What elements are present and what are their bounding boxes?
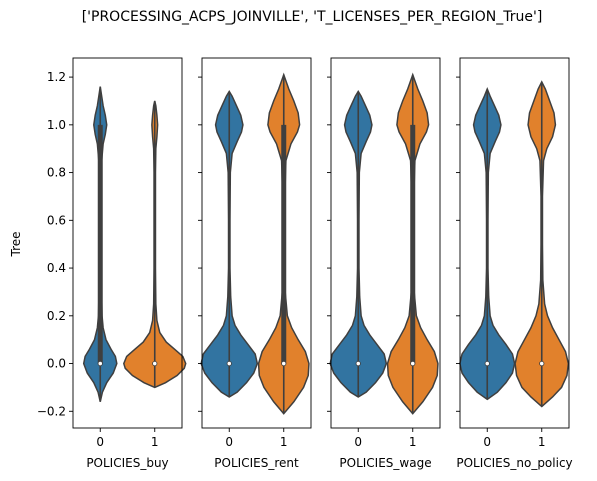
x-tick-label: 0 — [225, 435, 233, 449]
x-axis-label: POLICIES_wage — [339, 456, 431, 470]
median-point-POLICIES_buy-0 — [97, 360, 103, 367]
axes-frame — [72, 57, 183, 429]
x-tick-label: 1 — [280, 435, 288, 449]
figure-title: ['PROCESSING_ACPS_JOINVILLE', 'T_LICENSE… — [82, 9, 543, 25]
y-tick-label: 0.8 — [47, 166, 66, 180]
y-axis-label: Tree — [9, 231, 23, 257]
panel-2: 0 1 POLICIES_rent — [198, 57, 312, 470]
panel-4: 0 1 POLICIES_no_policy — [456, 57, 573, 470]
x-tick-label: 1 — [409, 435, 417, 449]
x-axis-label: POLICIES_no_policy — [456, 456, 572, 470]
y-tick-label: 1.0 — [47, 118, 66, 132]
median-point-POLICIES_rent-1 — [281, 360, 287, 367]
y-tick-label: 0.0 — [47, 357, 66, 371]
x-tick-label: 0 — [483, 435, 491, 449]
y-tick-label: 1.2 — [47, 70, 66, 84]
y-tick-label: 0.4 — [47, 261, 66, 275]
y-tick-label: 0.6 — [47, 213, 66, 227]
axes-frame — [330, 57, 441, 429]
panel-1: −0.2 0.0 0.2 0.4 0.6 0.8 1.0 1.2 0 1 POLICIES_buy — [37, 57, 187, 470]
median-point-POLICIES_buy-1 — [152, 360, 158, 367]
axes-frame — [459, 57, 570, 429]
median-point-POLICIES_no_policy-0 — [484, 360, 490, 367]
median-point-POLICIES_wage-1 — [410, 360, 416, 367]
median-point-POLICIES_no_policy-1 — [539, 360, 545, 367]
median-point-POLICIES_rent-0 — [226, 360, 232, 367]
panel-3: 0 1 POLICIES_wage — [327, 57, 441, 470]
axes-frame — [201, 57, 312, 429]
y-tick-label: −0.2 — [37, 404, 66, 418]
chart-panels: −0.2 0.0 0.2 0.4 0.6 0.8 1.0 1.2 0 1 POLICIES_buy 0… — [37, 57, 573, 470]
x-axis-label: POLICIES_buy — [86, 456, 168, 470]
x-tick-label: 0 — [96, 435, 104, 449]
x-tick-label: 1 — [538, 435, 546, 449]
x-axis-label: POLICIES_rent — [214, 456, 299, 470]
median-point-POLICIES_wage-0 — [355, 360, 361, 367]
x-tick-label: 0 — [354, 435, 362, 449]
y-tick-label: 0.2 — [47, 309, 66, 323]
x-tick-label: 1 — [151, 435, 159, 449]
